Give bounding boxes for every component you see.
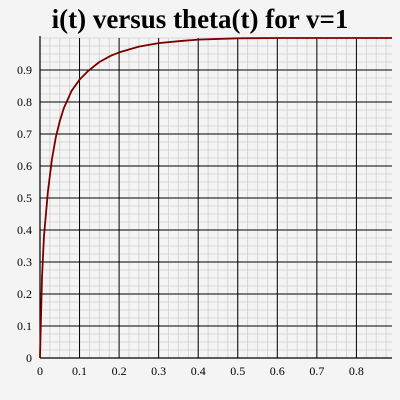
y-tick-label: 0.5 xyxy=(17,191,32,205)
major-grid xyxy=(40,38,392,358)
series-group xyxy=(39,37,392,359)
y-tick-label: 0 xyxy=(26,351,32,365)
x-tick-label: 0.1 xyxy=(72,364,87,378)
y-tick-label: 0.4 xyxy=(17,223,32,237)
x-tick-label: 0.8 xyxy=(349,364,364,378)
x-tick-label: 0.5 xyxy=(230,364,245,378)
x-tick-labels: 0 0.1 0.2 0.3 0.4 0.5 0.6 0.7 0.8 xyxy=(37,364,364,378)
y-tick-label: 0.8 xyxy=(17,95,32,109)
y-tick-label: 0.1 xyxy=(17,319,32,333)
x-tick-label: 0.6 xyxy=(270,364,285,378)
y-tick-label: 0.6 xyxy=(17,159,32,173)
chart-title: i(t) versus theta(t) for v=1 xyxy=(51,4,349,34)
series-line xyxy=(39,37,392,359)
x-tick-label: 0.7 xyxy=(309,364,324,378)
y-tick-label: 0.2 xyxy=(17,287,32,301)
y-tick-label: 0.3 xyxy=(17,255,32,269)
x-tick-label: 0.4 xyxy=(191,364,206,378)
y-tick-label: 0.7 xyxy=(17,127,32,141)
x-tick-label: 0.2 xyxy=(112,364,127,378)
axes xyxy=(39,36,392,359)
x-tick-label: 0 xyxy=(37,364,43,378)
x-tick-label: 0.3 xyxy=(151,364,166,378)
y-tick-labels: 0 0.1 0.2 0.3 0.4 0.5 0.6 0.7 0.8 0.9 xyxy=(17,63,32,365)
y-tick-label: 0.9 xyxy=(17,63,32,77)
